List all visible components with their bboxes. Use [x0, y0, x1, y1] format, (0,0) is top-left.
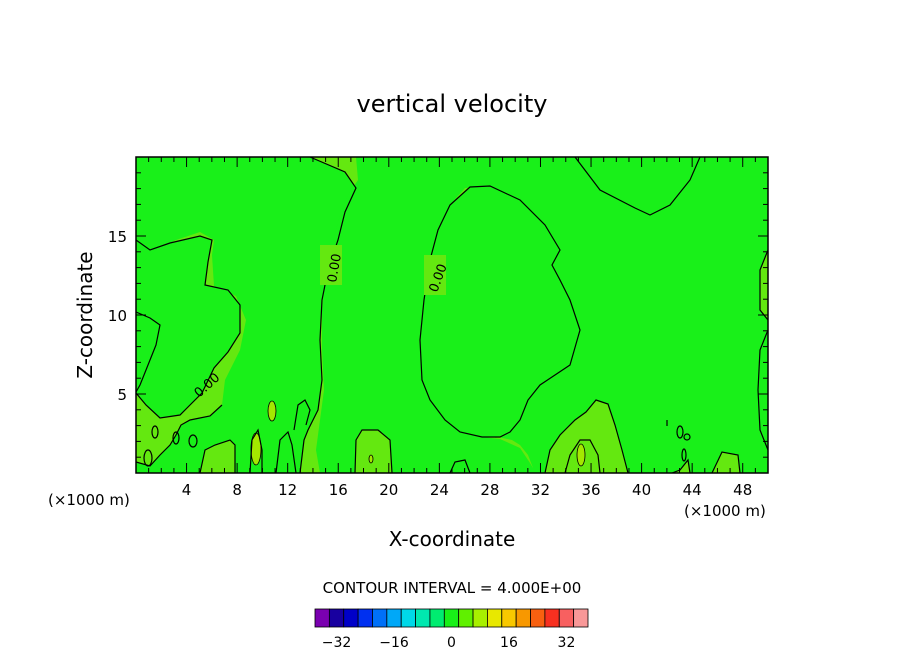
negative-region-left-top	[136, 157, 240, 418]
colorbar-swatch	[372, 608, 388, 628]
contour-interval-text: CONTOUR INTERVAL = 4.000E+00	[323, 579, 582, 597]
patch-2	[267, 400, 277, 422]
colorbar-tick-label: −16	[379, 635, 409, 651]
colorbar-swatch	[343, 608, 359, 628]
x-tick-label: 8	[232, 481, 242, 499]
colorbar-tick-labels: −32 −16 0 16 32	[322, 635, 576, 651]
x-tick-label: 20	[379, 481, 398, 499]
colorbar-swatch	[314, 608, 330, 628]
colorbar-swatch	[487, 608, 503, 628]
x-tick-labels: 4 8 12 16 20 24 28 32 36 40 44 48	[182, 481, 752, 499]
negative-regions	[136, 157, 768, 473]
colorbar-swatch	[400, 608, 416, 628]
y-tick-label: 15	[108, 228, 127, 246]
colorbar-swatch	[328, 608, 345, 628]
colorbar-swatch	[573, 608, 589, 628]
negative-region-top-right-bubble	[575, 157, 700, 215]
y-tick-labels: 5 10 15	[108, 228, 127, 404]
x-tick-label: 28	[480, 481, 499, 499]
colorbar-swatch	[443, 608, 460, 628]
x-tick-label: 48	[733, 481, 752, 499]
colorbar-swatch	[429, 608, 445, 628]
plot-area: 0.00 0.00 0.00	[135, 156, 769, 474]
x-tick-label: 32	[531, 481, 550, 499]
colorbar-swatch	[544, 608, 560, 628]
colorbar-tick-label: −32	[322, 635, 352, 651]
x-unit-left: (×1000 m)	[48, 491, 130, 509]
tick-marks	[136, 157, 768, 473]
contour-lines	[135, 156, 769, 474]
colorbar-tick-label: 0	[447, 635, 456, 651]
colorbar	[314, 608, 589, 628]
patch-4	[368, 454, 374, 464]
y-tick-label: 10	[108, 307, 127, 325]
colorbar-swatch	[530, 608, 546, 628]
colorbar-swatch	[458, 608, 474, 628]
patch-3	[576, 443, 586, 467]
colorbar-swatch	[515, 608, 531, 628]
x-tick-label: 12	[278, 481, 297, 499]
negative-region-center-strip	[136, 157, 356, 473]
x-unit-right: (×1000 m)	[684, 502, 766, 520]
y-axis-label: Z-coordinate	[73, 251, 97, 378]
x-tick-label: 44	[683, 481, 702, 499]
x-tick-label: 40	[632, 481, 651, 499]
x-tick-label: 16	[329, 481, 348, 499]
x-tick-label: 24	[430, 481, 449, 499]
colorbar-swatch	[415, 608, 431, 628]
colorbar-swatch	[558, 608, 575, 628]
colorbar-swatch	[472, 608, 488, 628]
negative-region-center-blob	[420, 186, 580, 437]
y-tick-label: 5	[117, 386, 127, 404]
colorbar-swatch	[501, 608, 517, 628]
colorbar-tick-label: 32	[558, 635, 576, 651]
colorbar-tick-label: 16	[500, 635, 518, 651]
colorbar-swatch	[386, 608, 402, 628]
x-axis-label: X-coordinate	[389, 527, 516, 551]
x-tick-label: 4	[182, 481, 192, 499]
x-tick-label: 36	[581, 481, 600, 499]
contour-label-1: 0.00	[325, 253, 345, 284]
chart-title: vertical velocity	[357, 90, 548, 118]
colorbar-swatch	[357, 608, 373, 628]
